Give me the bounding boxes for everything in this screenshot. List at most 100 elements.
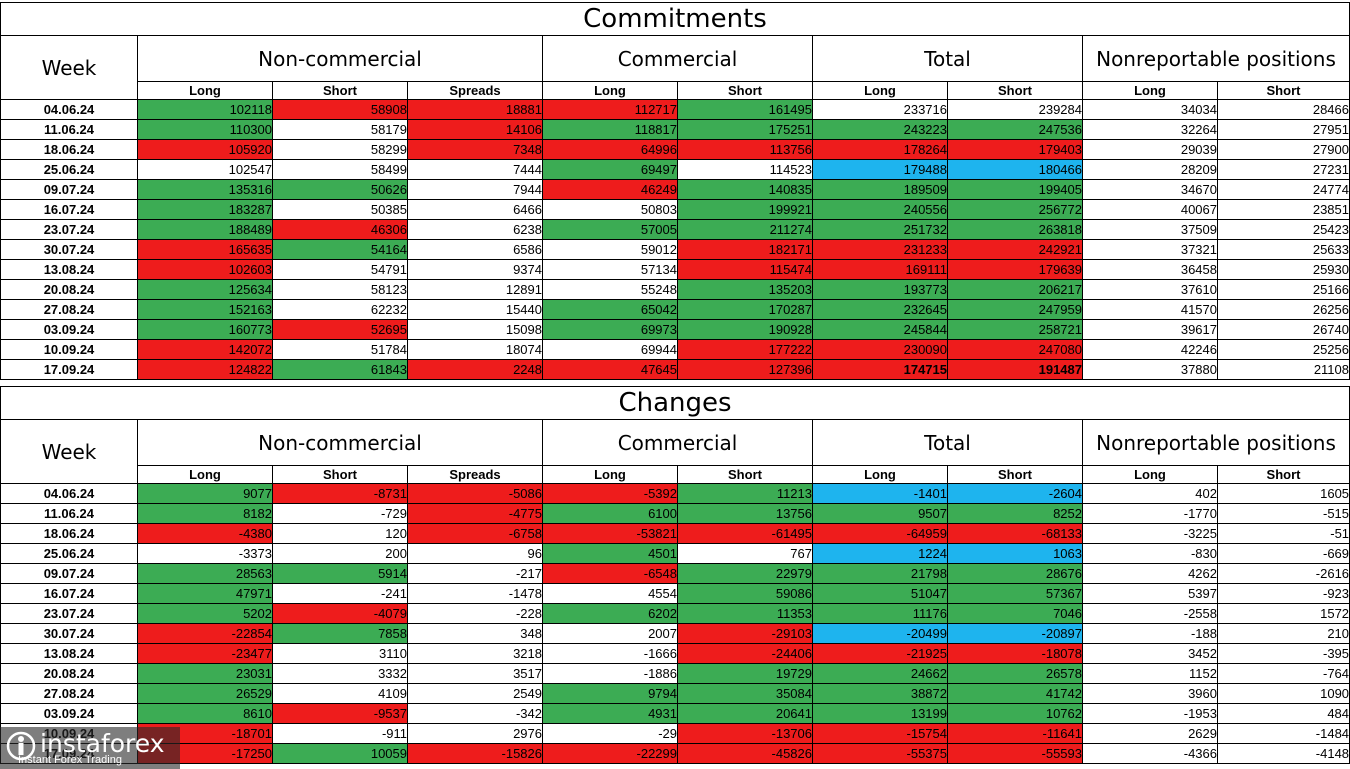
value-cell: 10762 — [947, 703, 1083, 724]
column-header: Short — [677, 465, 813, 484]
value-cell: 247959 — [947, 299, 1083, 320]
value-cell: 69944 — [542, 339, 678, 360]
changes-title: Changes — [0, 386, 1350, 420]
week-cell: 23.07.24 — [0, 219, 138, 240]
value-cell: 200 — [272, 543, 408, 564]
commitments-body: 04.06.24 102118 58908 18881 112717 161495 2337… — [0, 99, 1350, 380]
value-cell: 25166 — [1217, 279, 1350, 300]
value-cell: 160773 — [137, 319, 273, 340]
value-cell: 11176 — [812, 603, 948, 624]
value-cell: 47971 — [137, 583, 273, 604]
value-cell: -911 — [272, 723, 408, 744]
value-cell: 18074 — [407, 339, 543, 360]
table-row: 13.08.24 -23477 3110 3218 -1666 -24406 -21925-… — [0, 643, 1350, 664]
table-row: 09.07.24 135316 50626 7944 46249 140835 189509… — [0, 179, 1350, 200]
watermark-tagline: Instant Forex Trading — [18, 754, 122, 766]
value-cell: 152163 — [137, 299, 273, 320]
value-cell: 26740 — [1217, 319, 1350, 340]
week-cell: 04.06.24 — [0, 483, 138, 504]
value-cell: 20641 — [677, 703, 813, 724]
subheader-row: Long Short Spreads Long Short Long Short Long Sh… — [1, 81, 1350, 100]
week-cell: 16.07.24 — [0, 583, 138, 604]
value-cell: 7046 — [947, 603, 1083, 624]
value-cell: -22854 — [137, 623, 273, 644]
value-cell: 183287 — [137, 199, 273, 220]
value-cell: 55248 — [542, 279, 678, 300]
value-cell: 59086 — [677, 583, 813, 604]
value-cell: 57367 — [947, 583, 1083, 604]
value-cell: 1152 — [1082, 663, 1218, 684]
group-header-commercial: Commercial — [542, 419, 813, 466]
value-cell: -217 — [407, 563, 543, 584]
table-row: 16.07.24 183287 50385 6466 50803 199921 240556… — [0, 199, 1350, 220]
value-cell: 27231 — [1217, 159, 1350, 180]
value-cell: 57134 — [542, 259, 678, 280]
value-cell: 191487 — [947, 359, 1083, 380]
value-cell: -188 — [1082, 623, 1218, 644]
value-cell: 15098 — [407, 319, 543, 340]
column-header: Short — [947, 81, 1083, 100]
value-cell: -729 — [272, 503, 408, 524]
table-row: 23.07.24 5202 -4079 -228 6202 11353 11176 7046-… — [0, 603, 1350, 624]
value-cell: 2248 — [407, 359, 543, 380]
value-cell: 96 — [407, 543, 543, 564]
value-cell: 231233 — [812, 239, 948, 260]
value-cell: 210 — [1216, 623, 1350, 644]
value-cell: 50626 — [272, 179, 408, 200]
value-cell: 8610 — [137, 703, 273, 724]
value-cell: 135203 — [677, 279, 813, 300]
week-cell: 18.06.24 — [0, 523, 138, 544]
value-cell: -2558 — [1082, 603, 1218, 624]
instaforex-watermark: instaforex Instant Forex Trading — [0, 727, 180, 769]
value-cell: -830 — [1082, 543, 1218, 564]
value-cell: 402 — [1082, 483, 1218, 504]
value-cell: 25633 — [1217, 239, 1350, 260]
value-cell: 37321 — [1082, 239, 1218, 260]
value-cell: 251732 — [812, 219, 948, 240]
table-row: 04.06.24 9077 -8731 -5086 -5392 11213 -1401 -26… — [0, 483, 1350, 504]
value-cell: 62232 — [272, 299, 408, 320]
value-cell: 247080 — [947, 339, 1083, 360]
value-cell: 54164 — [272, 239, 408, 260]
column-header: Short — [677, 81, 813, 100]
value-cell: -13706 — [677, 723, 813, 744]
value-cell: 243223 — [812, 119, 948, 140]
value-cell: 2549 — [407, 683, 543, 704]
value-cell: 42246 — [1082, 339, 1218, 360]
changes-body: 04.06.24 9077 -8731 -5086 -5392 11213 -1401 -26… — [0, 483, 1350, 764]
value-cell: 127396 — [677, 359, 813, 380]
week-cell: 20.08.24 — [0, 663, 138, 684]
value-cell: 32264 — [1082, 119, 1218, 140]
value-cell: 102118 — [137, 99, 273, 120]
table-row: 09.07.24 28563 5914 -217 -6548 22979 21798 2867… — [0, 563, 1350, 584]
group-header-noncommercial: Non-commercial — [137, 419, 543, 466]
value-cell: -51 — [1216, 523, 1350, 544]
value-cell: 6466 — [407, 199, 543, 220]
value-cell: 1572 — [1216, 603, 1350, 624]
value-cell: 6202 — [542, 603, 678, 624]
week-cell: 20.08.24 — [0, 279, 138, 300]
subheader-row: Long Short Spreads Long Short Long Short Long Sh… — [1, 465, 1350, 484]
value-cell: 175251 — [677, 119, 813, 140]
value-cell: 230090 — [812, 339, 948, 360]
value-cell: 140835 — [677, 179, 813, 200]
value-cell: 34670 — [1082, 179, 1218, 200]
value-cell: 113756 — [677, 139, 813, 160]
value-cell: 28676 — [947, 563, 1083, 584]
commitments-title: Commitments — [0, 2, 1350, 36]
value-cell: -23477 — [137, 643, 273, 664]
value-cell: 240556 — [812, 199, 948, 220]
commitments-table: Commitments Week Non-commercial Commerci… — [0, 2, 1350, 380]
column-header: Long — [137, 81, 273, 100]
week-header: Week — [0, 419, 138, 484]
value-cell: 484 — [1216, 703, 1350, 724]
instaforex-logo-icon — [6, 731, 36, 761]
table-row: 25.06.24 102547 58499 7444 69497 114523 179488… — [0, 159, 1350, 180]
value-cell: -18078 — [947, 643, 1083, 664]
value-cell: 50385 — [272, 199, 408, 220]
value-cell: 58123 — [272, 279, 408, 300]
table-row: 04.06.24 102118 58908 18881 112717 161495 2337… — [0, 99, 1350, 120]
value-cell: 178264 — [812, 139, 948, 160]
value-cell: -24406 — [677, 643, 813, 664]
value-cell: 15440 — [407, 299, 543, 320]
